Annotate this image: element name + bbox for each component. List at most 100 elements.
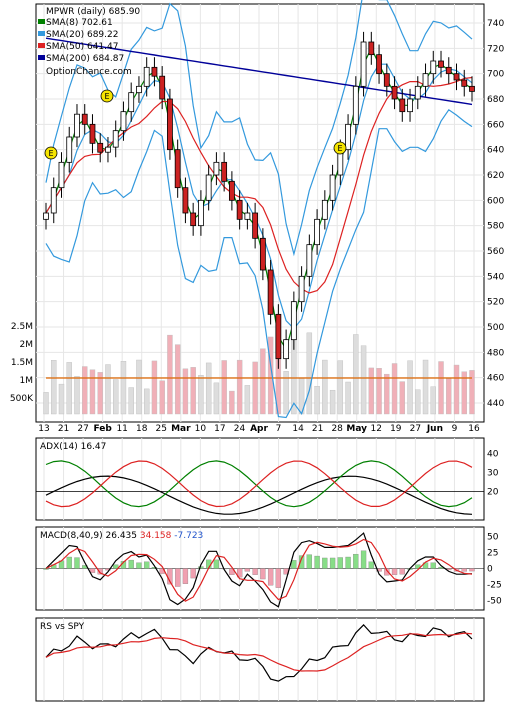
candle-body [190, 212, 197, 227]
volume-bar [453, 364, 460, 415]
adx-label: ADX(14) 16.47 [40, 442, 106, 452]
candle-body [329, 174, 336, 201]
candle-body [252, 212, 259, 239]
x-tick-label: 16 [468, 424, 480, 434]
volume-bar [345, 381, 351, 415]
macd-histogram-bar [469, 568, 475, 572]
volume-bar [322, 359, 328, 415]
candle-body [182, 187, 189, 214]
volume-bar [174, 344, 181, 415]
volume-bar [283, 371, 289, 415]
x-tick-label: Apr [250, 424, 268, 434]
candle-body [205, 174, 212, 201]
candle-body [445, 66, 452, 75]
macd-histogram-bar [306, 554, 312, 569]
volume-bar [151, 360, 158, 415]
indicator-lines [36, 460, 484, 682]
x-tick-label: 21 [312, 424, 323, 434]
macd-histogram-bar [151, 567, 158, 569]
earnings-marker-1: E [100, 89, 114, 103]
volume-bar [329, 389, 336, 415]
macd-histogram-bar [144, 561, 150, 569]
candle-body [228, 180, 235, 201]
tick-labels: 4404604805005205405605806006206406606807… [10, 19, 505, 606]
candle-body [414, 85, 421, 100]
x-tick-label: 25 [156, 424, 167, 434]
candle-body [136, 85, 142, 94]
price-tick-label: 600 [487, 196, 504, 206]
macd-histogram-bar [74, 557, 80, 569]
volume-bar [446, 378, 452, 415]
volume-bar [461, 371, 467, 415]
volume-bar [66, 362, 72, 415]
price-legend: MPWR (daily) 685.90 SMA(8) 702.61 SMA(20… [38, 7, 140, 77]
volume-bar [252, 361, 258, 415]
volume-bar [190, 367, 196, 415]
candle-body [74, 113, 80, 138]
candle-body [66, 136, 73, 163]
volume-bar [89, 369, 96, 415]
macd-tick-label: -25 [487, 580, 502, 590]
candle-body [383, 73, 390, 87]
volume-bar [97, 372, 103, 415]
macd-histogram-bar [252, 568, 258, 575]
volume-bar [43, 392, 49, 415]
candle-body [159, 75, 166, 100]
macd-histogram-bar [337, 557, 343, 569]
adx-panel-frame [35, 437, 485, 521]
volume-bar [422, 359, 429, 415]
volume-bar [314, 386, 320, 415]
candle-body [469, 85, 475, 92]
volume-bar [391, 363, 398, 415]
volume-bar [438, 361, 444, 415]
macd-histogram-bar [66, 556, 72, 569]
macd-histogram-bar [353, 553, 359, 569]
rs-panel-frame [35, 617, 485, 702]
volume-bar [229, 390, 235, 415]
legend-swatch-sma8 [38, 19, 45, 24]
volume-bar [120, 361, 127, 415]
volume-bar [82, 366, 88, 415]
candle-body [275, 313, 282, 360]
macd-histogram-bar [175, 568, 181, 587]
candle-body [120, 111, 127, 132]
x-tick-label: 12 [371, 424, 382, 434]
macd-histogram-bar [113, 564, 119, 569]
rs-line [45, 624, 473, 682]
volume-bar [469, 370, 475, 415]
volume-bar [74, 376, 80, 415]
x-tick-label: 14 [292, 424, 304, 434]
volume-tick-label: 2M [20, 340, 34, 350]
volume-bar [236, 359, 243, 415]
candle-body [352, 85, 359, 125]
volume-bar [213, 382, 220, 415]
volume-bar [182, 368, 189, 415]
volume-bar [51, 360, 57, 415]
macd-tick-label: 0 [487, 565, 493, 575]
macd-histogram-bar [198, 566, 204, 569]
x-tick-label: 10 [195, 424, 207, 434]
candle-body [105, 146, 111, 153]
price-tick-label: 520 [487, 298, 504, 308]
macd-histogram-bar [399, 568, 405, 575]
volume-bar [136, 359, 142, 415]
candle-body [213, 161, 220, 176]
volume-bar [143, 388, 150, 415]
legend-sma50: SMA(50) 641.47 [46, 42, 118, 52]
price-tick-label: 700 [487, 70, 504, 80]
legend-swatch-sma50 [38, 43, 45, 48]
volume-bar [113, 379, 119, 415]
svg-text:E: E [104, 92, 109, 101]
candle-body [290, 301, 297, 341]
candle-body [453, 73, 460, 81]
price-tick-label: 680 [487, 95, 504, 105]
adx-tick-label: 30 [487, 468, 499, 478]
macd-histogram-bar [314, 555, 320, 569]
adx-tick-label: 20 [487, 487, 499, 497]
price-tick-label: 620 [487, 171, 504, 181]
candle-body [321, 199, 328, 220]
price-tick-label: 580 [487, 222, 504, 232]
candle-body [461, 79, 468, 87]
candle-body [267, 269, 274, 315]
volume-bar [167, 334, 173, 415]
